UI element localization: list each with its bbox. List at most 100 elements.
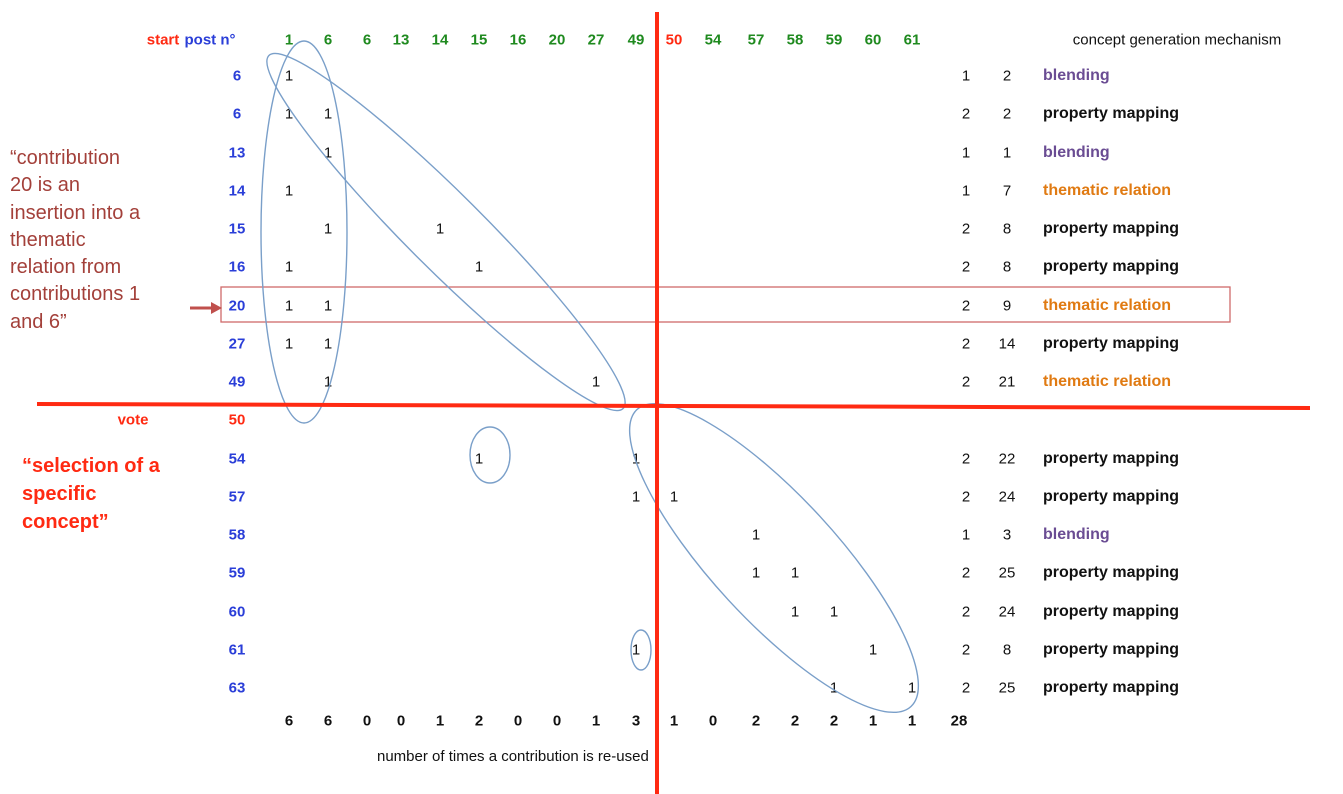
matrix-cell-one: 1 (790, 564, 800, 582)
row-post-number: 16 (228, 258, 246, 276)
column-total: 1 (591, 712, 601, 730)
row-post-number: 61 (228, 641, 246, 659)
row-count-b: 25 (998, 564, 1016, 582)
matrix-cell-one: 1 (868, 641, 878, 659)
annotation-line: “selection of a (22, 455, 160, 477)
annotation-line: relation from (10, 256, 122, 279)
row-count-b: 3 (1002, 526, 1012, 544)
header-mechanism-label: concept generation mechanism (1072, 31, 1282, 49)
row-count-a: 2 (961, 373, 971, 391)
row-mechanism: blending (1043, 143, 1110, 161)
column-header: 54 (704, 31, 722, 49)
row-mechanism: property mapping (1043, 220, 1180, 237)
row-mechanism: property mapping (1043, 449, 1180, 467)
matrix-cell-one: 1 (829, 603, 839, 620)
row-count-a: 2 (961, 220, 971, 238)
column-header: 49 (627, 31, 645, 49)
row-mechanism: blending (1043, 526, 1110, 543)
annotation-contribution-20: “contribution 20 is an insertion into a … (10, 145, 140, 336)
row-post-number: 13 (228, 144, 246, 161)
column-header: 6 (323, 31, 333, 49)
annotation-line: thematic (10, 228, 86, 251)
row-count-b: 21 (998, 373, 1016, 391)
row-count-a: 2 (961, 488, 971, 506)
matrix-cell-one: 1 (323, 335, 333, 353)
annotation-line: specific (22, 483, 97, 505)
row-count-a: 2 (961, 335, 971, 353)
column-header: 60 (864, 31, 882, 49)
matrix-cell-one: 1 (631, 488, 641, 506)
column-total: 2 (790, 712, 800, 730)
matrix-cell-one: 1 (323, 297, 333, 314)
row-post-number: 58 (228, 526, 246, 544)
row-mechanism: property mapping (1043, 105, 1180, 123)
row-count-a: 2 (961, 258, 971, 276)
matrix-cell-one: 1 (669, 488, 679, 506)
row-mechanism: thematic relation (1043, 181, 1172, 199)
row-count-a: 2 (961, 450, 971, 467)
column-header: 57 (747, 31, 765, 49)
column-header: 13 (392, 31, 410, 49)
row-post-number: 49 (228, 373, 246, 391)
row-mechanism: property mapping (1043, 679, 1180, 696)
column-header: 58 (786, 31, 804, 49)
column-total: 2 (829, 712, 839, 730)
row-count-b: 2 (1002, 105, 1012, 123)
annotation-selection-of-concept: “selection of a specific concept” (22, 452, 160, 536)
matrix-cell-one: 1 (284, 335, 294, 353)
row-post-number: 6 (232, 67, 242, 85)
matrix-cell-one: 1 (829, 679, 839, 697)
header-post-label: post n° (184, 31, 236, 49)
matrix-cell-one: 1 (591, 373, 601, 391)
row-mechanism: blending (1043, 67, 1110, 84)
matrix-cell-one: 1 (284, 182, 294, 200)
row-count-a: 2 (961, 603, 971, 620)
row-count-a: 1 (961, 144, 971, 161)
matrix-cell-one: 1 (284, 105, 294, 123)
row-mechanism: property mapping (1043, 602, 1180, 620)
annotation-line: concept” (22, 511, 109, 533)
row-count-a: 2 (961, 641, 971, 659)
column-header: 1 (284, 31, 294, 49)
column-total: 2 (751, 712, 761, 730)
row-mechanism: property mapping (1043, 640, 1180, 658)
matrix-cell-one: 1 (323, 220, 333, 238)
column-header: 15 (470, 31, 488, 49)
matrix-cell-one: 1 (323, 373, 333, 391)
row-post-number: 15 (228, 220, 246, 238)
column-total: 6 (284, 712, 294, 730)
row-mechanism: thematic relation (1043, 373, 1172, 390)
matrix-cell-one: 1 (751, 526, 761, 544)
row-count-b: 1 (1002, 144, 1012, 161)
row-post-number: 20 (228, 297, 246, 314)
column-total: 0 (552, 712, 562, 730)
column-header: 20 (548, 31, 566, 49)
column-total: 3 (631, 712, 641, 730)
column-total: 1 (907, 712, 917, 730)
row-count-b: 24 (998, 603, 1016, 620)
column-total: 2 (474, 712, 484, 730)
column-header: 14 (431, 31, 449, 49)
matrix-cell-one: 1 (631, 450, 641, 467)
matrix-cell-one: 1 (751, 564, 761, 582)
row-count-b: 9 (1002, 297, 1012, 314)
annotation-line: contributions 1 (10, 283, 141, 306)
matrix-cell-one: 1 (790, 603, 800, 620)
row-label-vote: vote (117, 411, 149, 429)
grand-total: 28 (950, 712, 968, 730)
matrix-cell-one: 1 (284, 258, 294, 276)
row-count-a: 2 (961, 105, 971, 123)
row-post-number: 14 (228, 182, 246, 200)
row-count-a: 2 (961, 679, 971, 697)
header-start-label: start (146, 31, 180, 49)
row-count-a: 2 (961, 564, 971, 582)
row-count-b: 8 (1002, 258, 1012, 276)
row-count-b: 24 (998, 488, 1016, 506)
row-count-a: 1 (961, 67, 971, 85)
row-mechanism: property mapping (1043, 564, 1180, 582)
column-header: 61 (903, 31, 921, 49)
row-post-number: 63 (228, 679, 246, 697)
annotation-line: and 6” (10, 310, 67, 333)
row-mechanism: property mapping (1043, 258, 1180, 276)
